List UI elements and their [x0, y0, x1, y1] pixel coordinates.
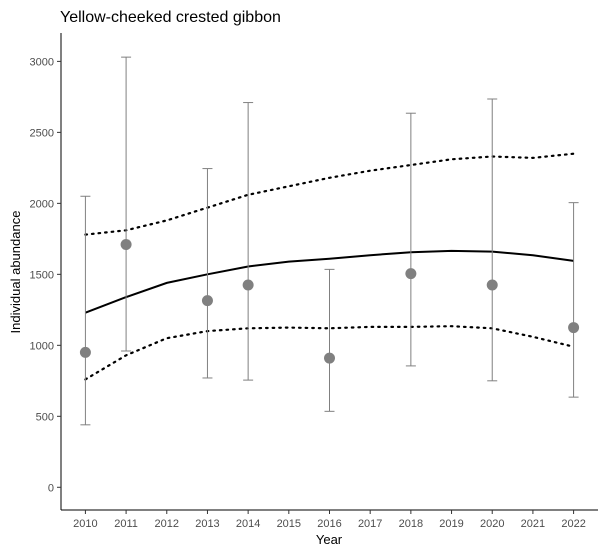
x-tick-label: 2010 — [73, 518, 97, 530]
x-tick-label: 2021 — [521, 518, 545, 530]
y-axis-title: Individual abundance — [8, 211, 23, 334]
ci-upper-line — [84, 152, 575, 236]
x-tick-label: 2016 — [317, 518, 341, 530]
x-tick-label: 2014 — [236, 518, 260, 530]
y-tick-label: 2000 — [30, 198, 54, 210]
x-tick-label: 2015 — [277, 518, 301, 530]
x-tick-label: 2020 — [480, 518, 504, 530]
y-tick-label: 2500 — [30, 127, 54, 139]
y-tick-label: 1500 — [30, 269, 54, 281]
data-point — [79, 346, 91, 358]
data-point — [201, 295, 213, 307]
x-tick-label: 2022 — [561, 518, 585, 530]
data-point — [405, 268, 417, 280]
x-tick-label: 2011 — [114, 518, 138, 530]
y-tick-label: 1000 — [30, 340, 54, 352]
y-axis-ticks: 0 500 1000 1500 2000 2500 3000 — [30, 56, 61, 494]
x-tick-label: 2019 — [439, 518, 463, 530]
x-tick-label: 2017 — [358, 518, 382, 530]
y-tick-label: 500 — [36, 411, 54, 423]
x-tick-label: 2012 — [155, 518, 179, 530]
x-axis-title: Year — [316, 532, 343, 547]
y-tick-label: 3000 — [30, 56, 54, 68]
data-point — [486, 279, 498, 291]
x-axis-ticks: 2010 2011 2012 2013 2014 2015 2016 2017 2018 2019… — [73, 510, 586, 530]
x-tick-label: 2018 — [399, 518, 423, 530]
x-tick-label: 2013 — [195, 518, 219, 530]
plot-area — [79, 56, 580, 426]
data-point — [324, 352, 335, 364]
chart-title: Yellow-cheeked crested gibbon — [60, 9, 281, 26]
data-point — [568, 322, 580, 334]
y-tick-label: 0 — [48, 482, 54, 494]
data-point — [242, 279, 254, 291]
data-point — [120, 239, 132, 251]
